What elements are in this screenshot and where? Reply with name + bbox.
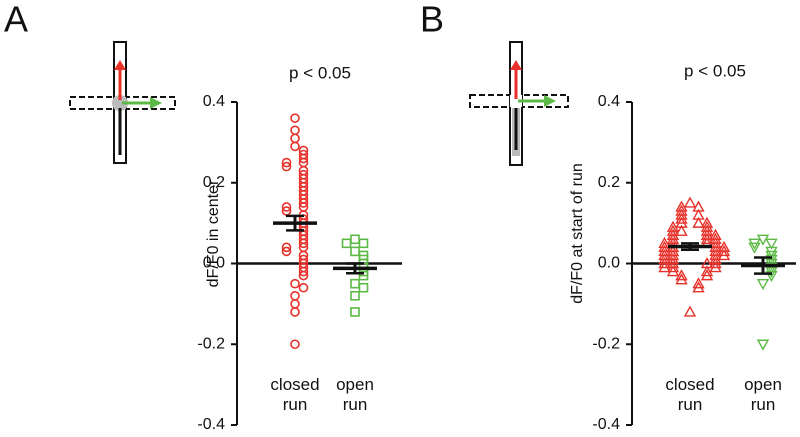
data-point [290, 299, 300, 309]
data-point [281, 242, 292, 253]
data-point [666, 265, 680, 277]
data-point [290, 307, 300, 317]
data-point [290, 278, 300, 289]
data-point [675, 212, 688, 224]
data-point [350, 307, 360, 317]
data-point [290, 339, 300, 350]
data-point [350, 246, 360, 257]
data-point [700, 265, 714, 277]
data-point [675, 273, 688, 285]
y-tick-label: 0.0 [203, 255, 225, 272]
data-point [692, 281, 705, 293]
data-point [717, 244, 731, 257]
data-point [709, 257, 722, 269]
panel-letter: A [4, 0, 28, 40]
y-tick-label: 0.4 [598, 93, 620, 110]
x-category-label: closed run [665, 375, 715, 414]
data-point [765, 270, 778, 283]
panel-letter: B [420, 0, 444, 40]
data-point [756, 234, 770, 246]
data-point [281, 161, 292, 172]
data-point [358, 282, 369, 293]
data-point [298, 266, 309, 277]
y-tick-label: -0.2 [197, 335, 225, 352]
data-point [683, 305, 697, 317]
data-point [290, 125, 300, 136]
y-tick-label: -0.2 [592, 335, 620, 352]
data-point [281, 246, 292, 257]
data-point [290, 141, 300, 152]
y-tick-label: -0.4 [197, 416, 225, 433]
maze-icon [69, 41, 176, 164]
data-point [675, 269, 688, 281]
annotation: p < 0.05 [289, 63, 351, 82]
data-point [700, 232, 714, 244]
data-point [700, 269, 714, 281]
x-category-label: open run [336, 375, 374, 414]
data-point [298, 198, 309, 208]
data-point [756, 278, 770, 291]
data-point [350, 234, 360, 245]
data-point [683, 196, 697, 208]
annotation: p < 0.05 [684, 61, 746, 80]
data-point [692, 277, 705, 289]
data-point [709, 261, 722, 273]
y-axis-label: dF/F0 at start of run [569, 163, 586, 304]
data-point [350, 278, 360, 289]
x-category-label: open run [744, 375, 782, 414]
data-point [298, 282, 309, 293]
data-point [675, 224, 688, 236]
data-point [350, 290, 360, 301]
y-tick-label: 0.2 [598, 174, 620, 191]
y-tick-label: -0.4 [592, 416, 620, 433]
data-point [281, 202, 292, 212]
data-point [692, 216, 705, 228]
maze-icon [469, 41, 569, 166]
data-point [756, 339, 770, 351]
data-point [341, 238, 352, 249]
data-point [298, 270, 309, 281]
data-point [658, 261, 671, 273]
data-point [358, 270, 369, 281]
data-point [290, 113, 300, 123]
data-point [765, 238, 778, 250]
y-tick-label: 0.2 [203, 174, 225, 191]
data-point [290, 290, 300, 301]
data-point [358, 238, 369, 249]
data-point [717, 248, 731, 261]
y-tick-label: 0.4 [203, 93, 225, 110]
data-point [658, 257, 671, 269]
data-point [298, 153, 309, 164]
data-point [748, 242, 761, 254]
data-point [281, 157, 292, 168]
data-point [666, 261, 680, 273]
data-point [298, 238, 309, 249]
y-axis-label: dF/F0 in center [205, 179, 222, 287]
data-point [290, 133, 300, 144]
y-tick-label: 0.0 [598, 255, 620, 272]
x-category-label: closed run [270, 375, 320, 414]
